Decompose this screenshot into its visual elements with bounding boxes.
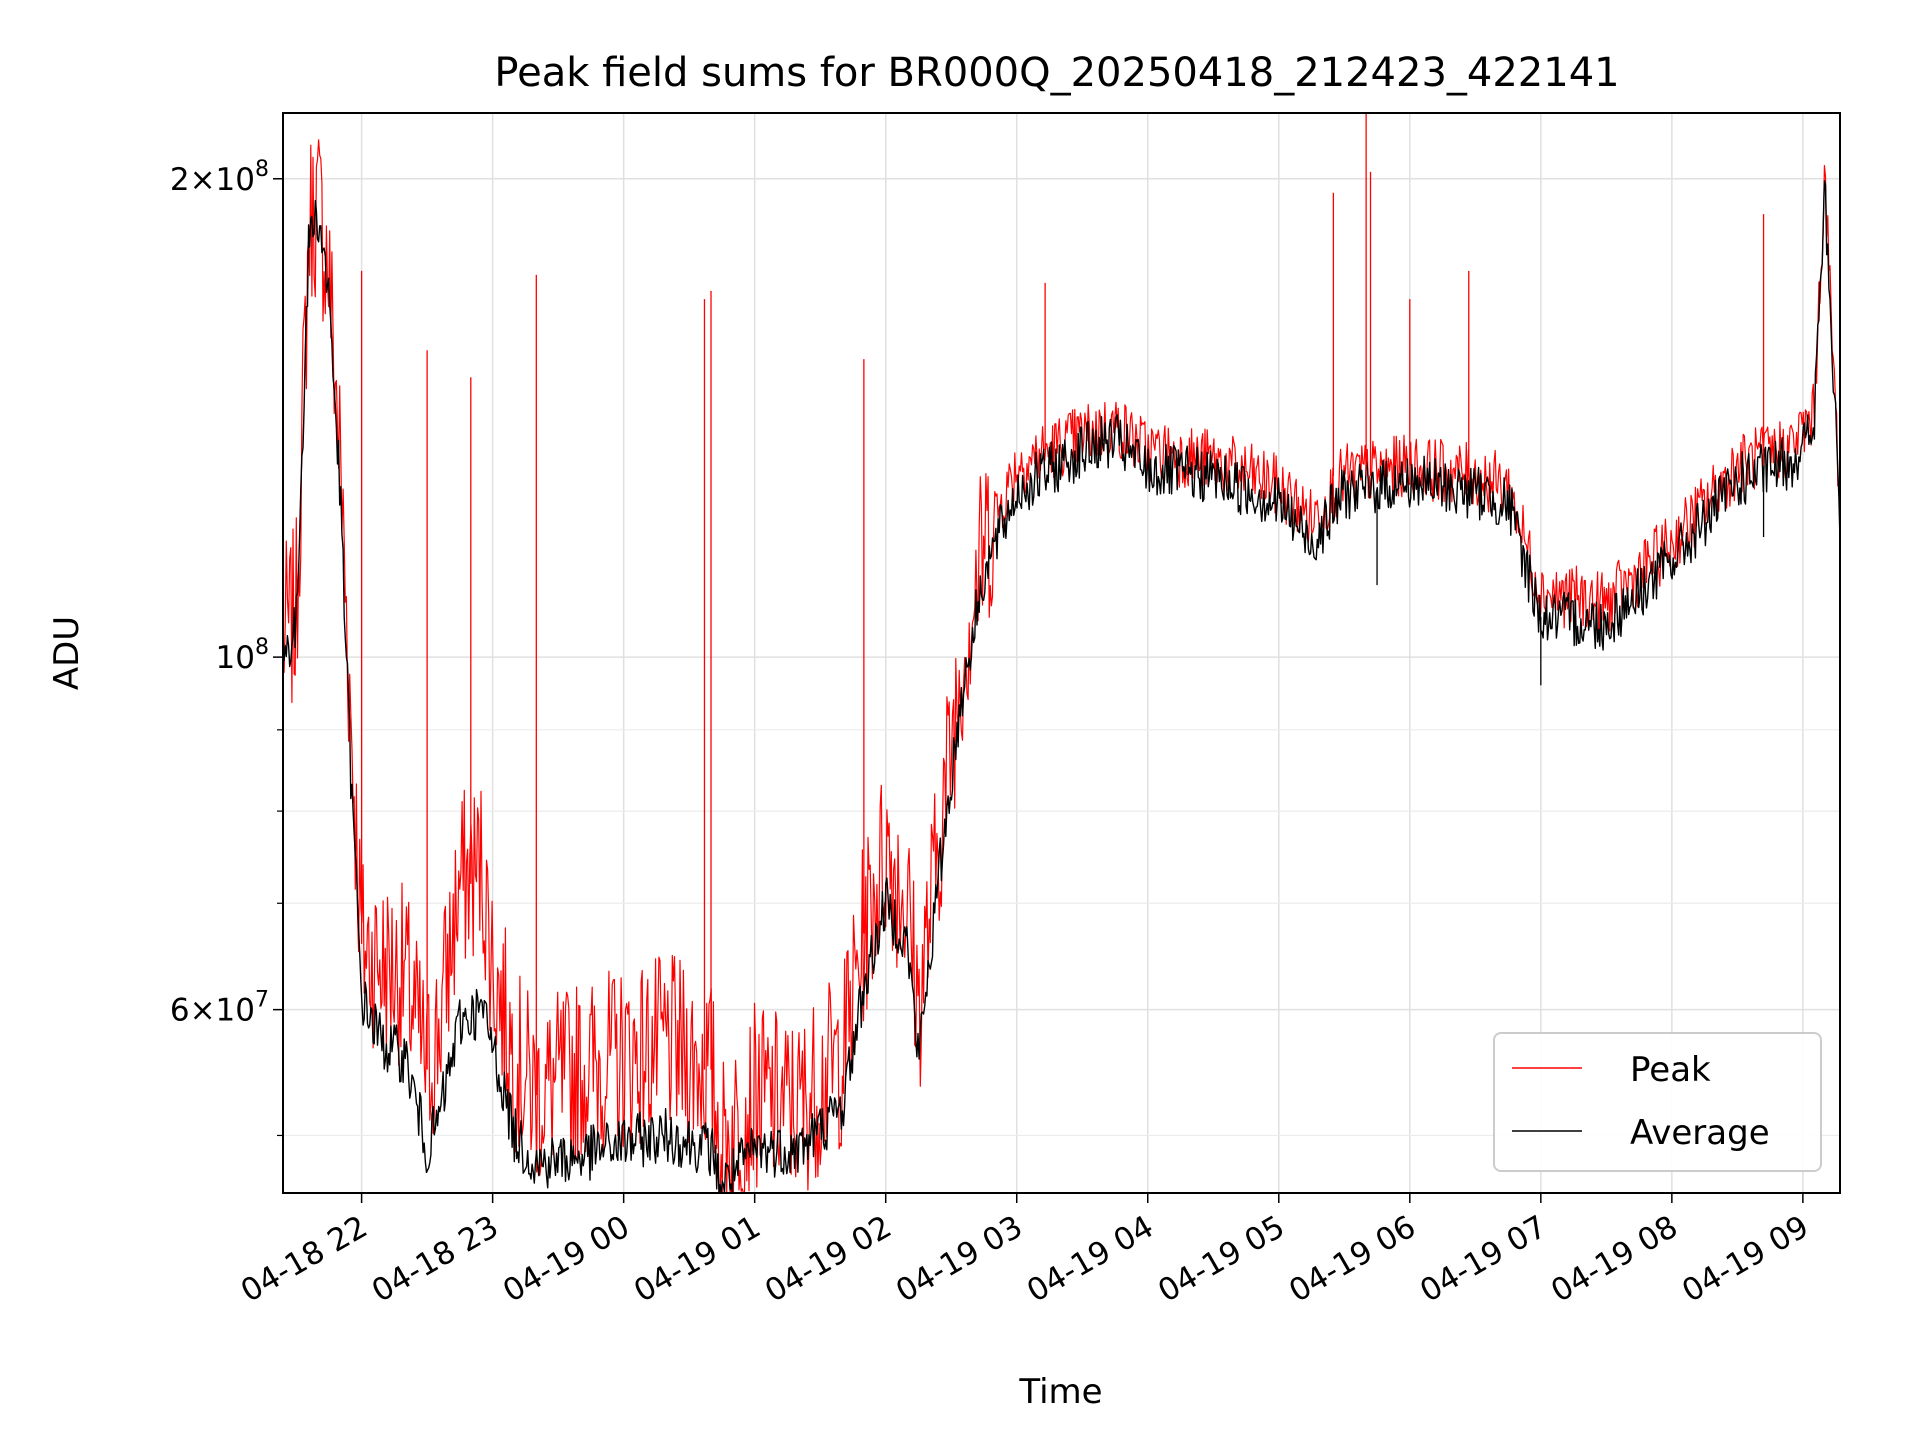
plot-lines bbox=[282, 113, 1841, 1194]
y-tick-label: 6×107 bbox=[170, 988, 269, 1029]
legend-label-peak: Peak bbox=[1630, 1050, 1711, 1090]
y-axis-label: ADU bbox=[47, 616, 87, 690]
chart-title: Peak field sums for BR000Q_20250418_2124… bbox=[494, 50, 1619, 96]
x-axis-label: Time bbox=[1018, 1372, 1102, 1412]
series-line-average bbox=[282, 180, 1841, 1194]
legend: Peak Average bbox=[1493, 1032, 1822, 1172]
series-line-peak bbox=[282, 139, 1841, 1194]
y-tick-label: 2×108 bbox=[170, 157, 269, 198]
plot-frame bbox=[282, 112, 1841, 1194]
legend-label-average: Average bbox=[1630, 1113, 1770, 1153]
grid-lines bbox=[283, 113, 1840, 1193]
